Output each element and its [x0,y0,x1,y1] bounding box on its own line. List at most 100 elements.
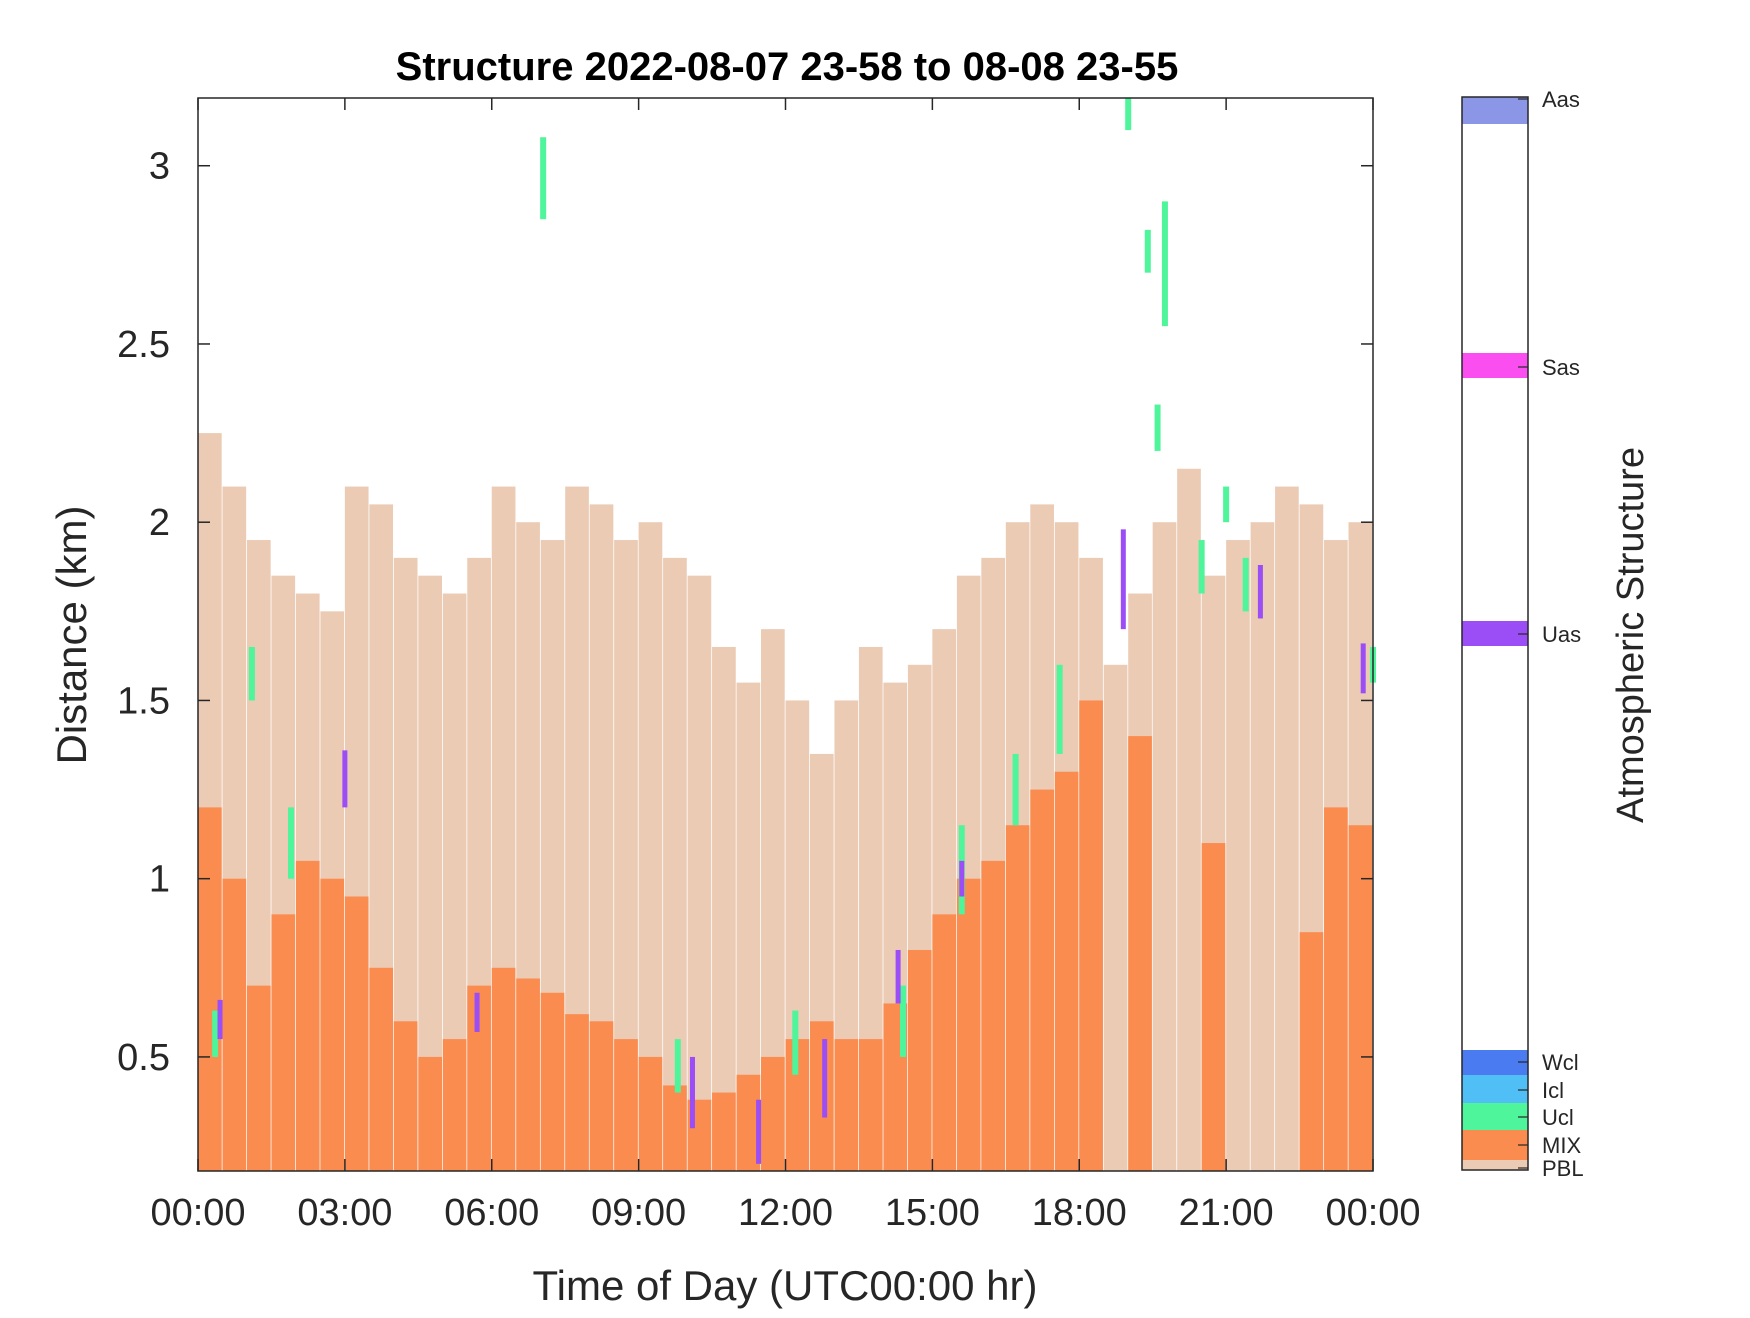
bar-pbl [712,646,736,1171]
cell-ucl [1056,664,1063,754]
y-axis: 0.5 1 1.5 2 2.5 3 [117,146,1373,1079]
colorbar-band-ucl [1462,1103,1528,1130]
chart-title: Structure 2022-08-07 23-58 to 08-08 23-5… [396,45,1179,89]
cell-uas [822,1039,828,1118]
bar-mix [785,1039,810,1171]
bar-mix [344,896,369,1171]
bar-mix [369,967,394,1171]
x-tick-label: 15:00 [885,1192,980,1234]
bar-mix [1128,736,1152,1171]
cell-uas [1257,564,1263,619]
bar-pbl [589,504,614,1171]
cell-ucl [674,1039,681,1093]
x-tick-label: 18:00 [1032,1192,1127,1234]
y-tick-label: 2.5 [117,324,170,366]
bar-pbl [442,593,467,1171]
bar-pbl [687,575,712,1171]
colorbar-tick-label: Icl [1542,1078,1564,1103]
bar-pbl [1177,468,1201,1171]
bar-mix [638,1056,663,1171]
cell-uas [1120,529,1126,630]
colorbar-band-uas [1462,621,1528,646]
bar-mix [809,1021,834,1171]
bar-mix [736,1074,761,1171]
bar-mix [1079,700,1103,1171]
colorbar-band-wcl [1462,1050,1528,1075]
colorbar-band-aas [1462,97,1528,124]
colorbar-band-mix [1462,1130,1528,1160]
x-axis-label: Time of Day (UTC00:00 hr) [533,1262,1038,1309]
cell-uas [1360,643,1366,694]
cell-ucl [248,646,255,701]
bar-mix [981,860,1006,1171]
x-tick-label: 03:00 [297,1192,392,1234]
cell-ucl [288,807,295,879]
y-tick-label: 1 [149,859,170,901]
bar-mix [442,1039,467,1171]
bar-pbl [565,486,589,1171]
bar-mix [565,1014,589,1171]
cell-ucl [1242,557,1249,612]
bar-mix [320,878,345,1171]
cell-ucl [1161,201,1168,327]
bar-mix [1201,843,1226,1171]
bar-mix [467,985,491,1171]
colorbar-band-icl [1462,1075,1528,1103]
y-tick-label: 1.5 [117,680,170,722]
colorbar-tick-label: PBL [1542,1156,1584,1181]
bar-pbl [1275,486,1299,1171]
cell-uas [895,949,901,1004]
x-axis: 00:00 03:00 06:00 09:00 12:00 15:00 18:00 21:00… [150,98,1421,1234]
bar-mix [198,807,222,1171]
colorbar-tick-label: Ucl [1542,1105,1574,1130]
bar-pbl [761,629,785,1171]
bar-mix [1030,789,1054,1171]
cell-uas [217,999,223,1040]
colorbar-band-sas [1462,353,1528,378]
cell-uas [474,992,480,1032]
bar-mix [295,860,320,1171]
bar-pbl [663,557,687,1171]
bar-mix [614,1039,638,1171]
cell-ucl [900,985,906,1057]
bar-mix [932,914,957,1171]
y-axis-label: Distance (km) [48,505,95,764]
cell-ucl [1144,229,1151,273]
bar-mix [246,985,271,1171]
bar-pbl [1226,540,1250,1171]
x-tick-label: 12:00 [738,1192,833,1234]
colorbar-tick-label: Aas [1542,87,1580,112]
bar-pbl [736,682,761,1171]
cell-uas [756,1099,762,1164]
cell-ucl [792,1010,799,1075]
plot-cells [212,98,1376,1164]
x-tick-label: 00:00 [150,1192,245,1234]
y-tick-label: 3 [149,146,170,188]
bar-mix [589,1021,614,1171]
bar-mix [712,1092,736,1171]
bar-mix [834,1039,859,1171]
bar-mix [663,1085,687,1171]
cell-ucl [212,1010,219,1057]
colorbar-tick-label: Uas [1542,622,1581,647]
cell-uas [689,1056,695,1129]
bar-mix [393,1021,418,1171]
y-tick-label: 2 [149,502,170,544]
bar-pbl [418,575,442,1171]
bar-pbl [638,522,663,1171]
cell-ucl [1125,98,1132,131]
cell-ucl [540,137,547,220]
colorbar-tick-label: Wcl [1542,1050,1579,1075]
cell-uas [342,750,348,808]
bar-pbl [614,540,638,1171]
cell-ucl [1154,404,1161,451]
bar-mix [858,1039,883,1171]
bar-pbl [1250,522,1275,1171]
y-tick-label: 0.5 [117,1037,170,1079]
cell-uas [959,860,965,897]
colorbar-tick-label: MIX [1542,1133,1581,1158]
cell-ucl [1223,486,1230,523]
